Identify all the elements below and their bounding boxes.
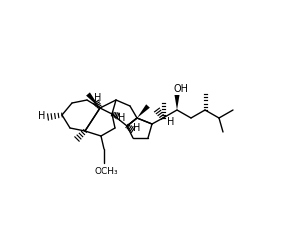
Polygon shape (137, 104, 150, 118)
Text: H: H (133, 123, 141, 133)
Text: H: H (118, 113, 126, 123)
Text: H: H (38, 111, 46, 121)
Polygon shape (86, 92, 100, 108)
Polygon shape (174, 95, 180, 110)
Text: H: H (94, 93, 102, 103)
Text: H: H (167, 117, 175, 127)
Text: OCH₃: OCH₃ (94, 166, 118, 176)
Text: OH: OH (173, 84, 188, 94)
